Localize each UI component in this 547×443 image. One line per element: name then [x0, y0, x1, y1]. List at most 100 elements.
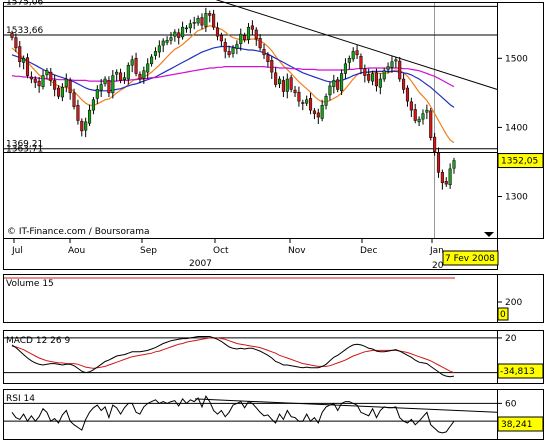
candle-body	[433, 136, 437, 152]
candle-body	[119, 72, 123, 81]
rsi-panel-label: RSI 14	[6, 394, 35, 404]
candle-body	[196, 17, 200, 24]
candle-body	[425, 109, 429, 113]
candle-body	[270, 60, 274, 73]
candle-body	[429, 110, 433, 139]
candle-body	[363, 68, 367, 76]
rsi-line	[11, 395, 455, 434]
rsi-panel-frame	[3, 389, 544, 440]
month-label: Dec	[360, 246, 377, 256]
candle-body	[277, 78, 282, 85]
candle-body	[22, 58, 26, 63]
candle-body	[41, 75, 45, 87]
reference-line-label: 1575,06	[6, 0, 43, 7]
candle-body	[188, 23, 192, 29]
candle-body	[169, 37, 173, 41]
candle-body	[10, 33, 14, 38]
y-tick-label: 1300	[505, 193, 528, 203]
candle-body	[192, 22, 196, 24]
candle-body	[355, 50, 359, 56]
reference-line-label: 1363,71	[6, 144, 43, 154]
month-label: Jan	[429, 246, 444, 256]
macd-last-box	[497, 363, 544, 379]
moving-average-long	[11, 65, 455, 88]
candle-body	[146, 63, 150, 73]
candle-body	[246, 26, 251, 40]
volume-panel-label: Volume 15	[6, 279, 54, 289]
candle-body	[72, 92, 76, 107]
candle-body	[200, 17, 204, 26]
candle-body	[351, 51, 355, 60]
candle-body	[142, 70, 146, 79]
candle-body	[336, 79, 340, 90]
candle-body	[208, 13, 212, 16]
candle-body	[56, 87, 61, 97]
candle-body	[14, 37, 18, 49]
candle-body	[421, 113, 425, 120]
candle-body	[378, 78, 382, 88]
date-badge-label: 7 Fev 2008	[445, 254, 495, 264]
candle-body	[262, 49, 266, 56]
candle-body	[115, 71, 119, 75]
candle-body	[312, 110, 316, 114]
candle-body	[413, 109, 417, 121]
volume-panel-frame	[3, 274, 544, 323]
candle-body	[371, 73, 375, 82]
candle-body	[138, 73, 142, 80]
candle-body	[122, 77, 126, 80]
candle-body	[184, 27, 189, 30]
reference-line-label: 1533,66	[6, 26, 43, 36]
candle-body	[367, 73, 371, 81]
candle-body	[266, 54, 270, 62]
candle-body	[285, 78, 289, 92]
candle-body	[289, 77, 293, 90]
year-label: 2007	[189, 259, 212, 269]
candle-body	[359, 55, 363, 69]
candle-body	[301, 102, 305, 104]
candle-body	[444, 181, 448, 185]
month-label: Nov	[288, 246, 306, 256]
candle-body	[181, 26, 185, 38]
candle-body	[95, 89, 99, 99]
candle-body	[281, 80, 285, 92]
candle-body	[305, 99, 309, 104]
candle-body	[212, 13, 216, 28]
scroll-down-arrow-icon[interactable]	[484, 232, 494, 237]
macd-panel-label: MACD 12 26 9	[6, 336, 70, 346]
candle-body	[84, 121, 88, 131]
last-price-box	[497, 153, 544, 169]
candle-body	[215, 27, 220, 37]
candle-body	[157, 45, 161, 53]
candle-body	[258, 38, 262, 49]
candle-body	[440, 172, 444, 183]
price-panel-frame	[3, 2, 544, 239]
candle-body	[297, 91, 301, 102]
candle-body	[45, 70, 49, 76]
rsi-last-box	[497, 416, 544, 432]
candle-body	[235, 44, 239, 49]
macd-line	[11, 336, 455, 378]
candle-body	[68, 80, 72, 94]
candle-body	[316, 112, 320, 118]
macd-panel-frame	[3, 330, 544, 384]
volume-last-label: 0	[500, 310, 506, 320]
candle-body	[80, 120, 84, 132]
reference-line-label: 1369,21	[6, 140, 43, 150]
candle-body	[25, 57, 30, 76]
candle-body	[18, 46, 22, 62]
rsi-tick-label: 60	[505, 399, 517, 409]
y-tick-label: 1500	[505, 54, 528, 64]
candle-body	[239, 33, 243, 45]
candle-body	[87, 109, 92, 124]
candle-body	[177, 32, 181, 38]
date-badge	[442, 250, 499, 266]
candle-body	[165, 40, 169, 43]
candle-body	[347, 58, 351, 63]
candle-body	[274, 72, 278, 85]
candle-body	[254, 29, 258, 40]
candle-body	[33, 78, 37, 83]
candle-body	[223, 42, 227, 52]
rsi-trendline	[194, 398, 498, 413]
candle-body	[386, 66, 390, 70]
